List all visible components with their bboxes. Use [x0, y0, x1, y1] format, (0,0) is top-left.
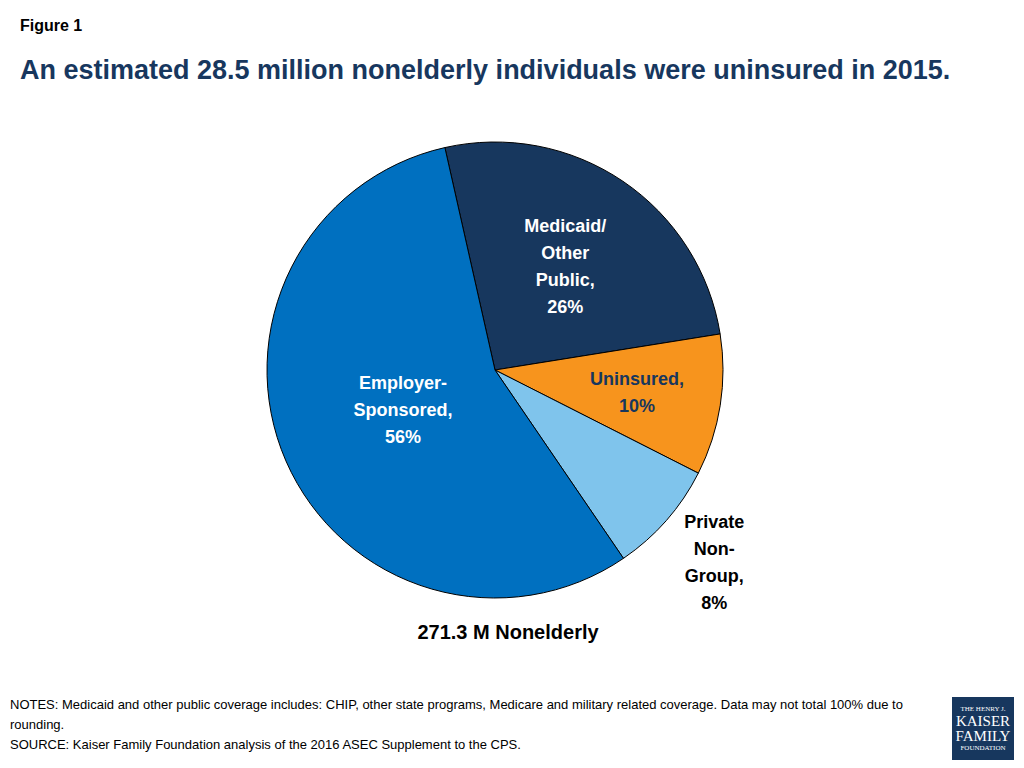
html-text:KAISER: KAISER — [955, 712, 1011, 729]
html-text:SOURCE: Kaiser Family Foundati: SOURCE: Kaiser Family Foundation analysi… — [10, 737, 521, 752]
html-text:NOTES: Medicaid and other publ: NOTES: Medicaid and other public coverag… — [10, 697, 903, 732]
svg-text:Employer-Sponsored,56%: Employer-Sponsored,56% — [353, 373, 452, 447]
html-text:271.3 M Nonelderly: 271.3 M Nonelderly — [417, 621, 599, 643]
html-text:THE HENRY J.: THE HENRY J. — [960, 704, 1006, 713]
svg-text:Medicaid/OtherPublic,26%: Medicaid/OtherPublic,26% — [524, 216, 606, 317]
svg-text:Uninsured,10%: Uninsured,10% — [590, 369, 684, 416]
html-text:FAMILY: FAMILY — [955, 727, 1011, 744]
html-text:Figure 1: Figure 1 — [20, 17, 83, 34]
html-text:FOUNDATION: FOUNDATION — [960, 743, 1006, 752]
html-text:An estimated 28.5 million none: An estimated 28.5 million nonelderly ind… — [20, 55, 951, 85]
svg-text:PrivateNon-Group,8%: PrivateNon-Group,8% — [684, 512, 744, 613]
